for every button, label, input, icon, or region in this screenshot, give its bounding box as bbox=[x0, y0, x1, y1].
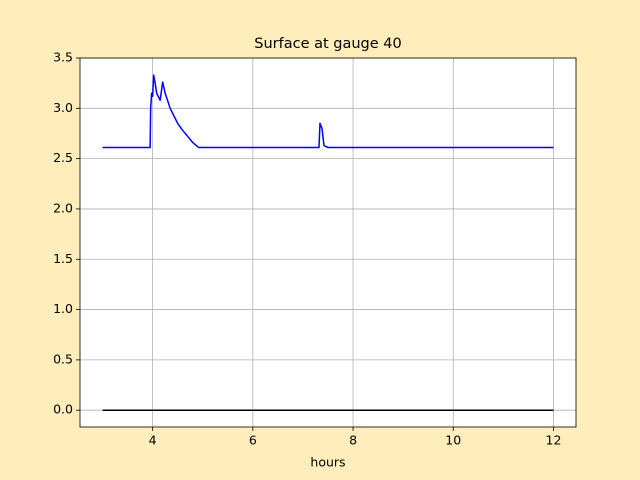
x-axis-label: hours bbox=[310, 455, 345, 470]
y-tick-label: 1.0 bbox=[53, 301, 73, 316]
y-tick-label: 3.5 bbox=[53, 50, 73, 65]
y-tick-label: 1.5 bbox=[53, 251, 73, 266]
y-tick-label: 2.5 bbox=[53, 150, 73, 165]
chart-title: Surface at gauge 40 bbox=[254, 36, 402, 52]
x-tick-label: 4 bbox=[149, 433, 157, 448]
y-tick-label: 3.0 bbox=[53, 100, 73, 115]
y-tick-label: 2.0 bbox=[53, 200, 73, 215]
y-tick-label: 0.5 bbox=[53, 351, 73, 366]
plot-area bbox=[80, 58, 576, 427]
x-tick-label: 6 bbox=[249, 433, 257, 448]
x-tick-label: 10 bbox=[445, 433, 461, 448]
y-tick-label: 0.0 bbox=[53, 402, 73, 417]
series-line bbox=[102, 74, 554, 149]
x-tick-label: 12 bbox=[546, 433, 562, 448]
axes-frame bbox=[79, 57, 577, 428]
x-tick-label: 8 bbox=[349, 433, 357, 448]
